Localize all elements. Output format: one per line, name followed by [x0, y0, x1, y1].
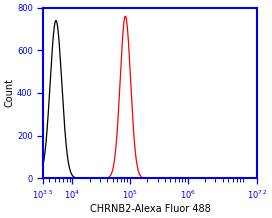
X-axis label: CHRNB2-Alexa Fluor 488: CHRNB2-Alexa Fluor 488 — [90, 204, 211, 214]
Y-axis label: Count: Count — [4, 78, 14, 107]
